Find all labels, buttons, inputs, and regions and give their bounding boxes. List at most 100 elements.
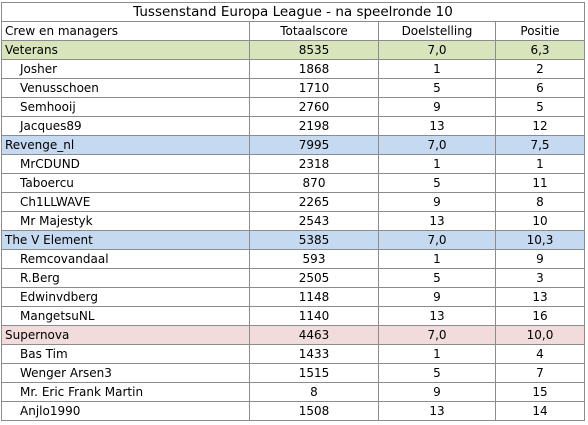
team-goal: 7,0 [378, 135, 496, 155]
member-goal: 1 [378, 59, 496, 79]
member-position: 15 [495, 382, 585, 402]
member-position: 5 [495, 97, 585, 117]
member-score: 8 [249, 382, 379, 402]
member-score: 1433 [249, 344, 379, 364]
standings-table: Tussenstand Europa League - na speelrond… [1, 2, 585, 421]
team-name: The V Element [1, 230, 250, 250]
team-name: Revenge_nl [1, 135, 250, 155]
team-score: 5385 [249, 230, 379, 250]
team-row: Supernova 4463 7,0 10,0 [1, 325, 585, 345]
member-score: 1515 [249, 363, 379, 383]
header-positie: Positie [495, 21, 585, 41]
member-name: Remcovandaal [1, 249, 250, 269]
title-row: Tussenstand Europa League - na speelrond… [1, 2, 585, 22]
member-row: Ch1LLWAVE 2265 9 8 [1, 192, 585, 212]
member-score: 2265 [249, 192, 379, 212]
header-totaalscore: Totaalscore [249, 21, 379, 41]
member-name: Josher [1, 59, 250, 79]
member-position: 12 [495, 116, 585, 136]
member-row: Jacques89 2198 13 12 [1, 116, 585, 136]
team-score: 8535 [249, 40, 379, 60]
member-position: 7 [495, 363, 585, 383]
member-goal: 13 [378, 306, 496, 326]
member-position: 14 [495, 401, 585, 421]
member-position: 1 [495, 154, 585, 174]
member-name: Taboercu [1, 173, 250, 193]
member-goal: 9 [378, 97, 496, 117]
member-name: Edwinvdberg [1, 287, 250, 307]
member-row: Bas Tim 1433 1 4 [1, 344, 585, 364]
member-score: 1868 [249, 59, 379, 79]
member-name: Venusschoen [1, 78, 250, 98]
member-score: 593 [249, 249, 379, 269]
member-position: 8 [495, 192, 585, 212]
team-position: 10,0 [495, 325, 585, 345]
member-name: MrCDUND [1, 154, 250, 174]
member-position: 10 [495, 211, 585, 231]
team-goal: 7,0 [378, 325, 496, 345]
member-name: Mr Majestyk [1, 211, 250, 231]
member-row: Wenger Arsen3 1515 5 7 [1, 363, 585, 383]
member-row: MrCDUND 2318 1 1 [1, 154, 585, 174]
member-row: R.Berg 2505 5 3 [1, 268, 585, 288]
member-goal: 9 [378, 192, 496, 212]
member-row: Venusschoen 1710 5 6 [1, 78, 585, 98]
member-score: 2543 [249, 211, 379, 231]
team-position: 10,3 [495, 230, 585, 250]
team-name: Supernova [1, 325, 250, 345]
member-goal: 5 [378, 173, 496, 193]
member-score: 1148 [249, 287, 379, 307]
member-goal: 1 [378, 154, 496, 174]
team-score: 4463 [249, 325, 379, 345]
team-name: Veterans [1, 40, 250, 60]
member-score: 2318 [249, 154, 379, 174]
header-crew: Crew en managers [1, 21, 250, 41]
member-name: R.Berg [1, 268, 250, 288]
team-position: 6,3 [495, 40, 585, 60]
team-row: Veterans 8535 7,0 6,3 [1, 40, 585, 60]
member-name: Anjlo1990 [1, 401, 250, 421]
member-row: Mr. Eric Frank Martin 8 9 15 [1, 382, 585, 402]
member-row: Mr Majestyk 2543 13 10 [1, 211, 585, 231]
team-score: 7995 [249, 135, 379, 155]
team-position: 7,5 [495, 135, 585, 155]
member-goal: 5 [378, 78, 496, 98]
member-position: 11 [495, 173, 585, 193]
member-row: Josher 1868 1 2 [1, 59, 585, 79]
member-row: Edwinvdberg 1148 9 13 [1, 287, 585, 307]
member-goal: 1 [378, 249, 496, 269]
member-goal: 13 [378, 116, 496, 136]
member-name: Mr. Eric Frank Martin [1, 382, 250, 402]
sheet-title: Tussenstand Europa League - na speelrond… [1, 2, 585, 22]
member-score: 1508 [249, 401, 379, 421]
team-row: The V Element 5385 7,0 10,3 [1, 230, 585, 250]
member-name: Wenger Arsen3 [1, 363, 250, 383]
member-score: 1140 [249, 306, 379, 326]
member-score: 2760 [249, 97, 379, 117]
member-name: Semhooij [1, 97, 250, 117]
member-position: 6 [495, 78, 585, 98]
member-row: Remcovandaal 593 1 9 [1, 249, 585, 269]
member-name: Ch1LLWAVE [1, 192, 250, 212]
member-goal: 9 [378, 287, 496, 307]
member-score: 2198 [249, 116, 379, 136]
member-name: Jacques89 [1, 116, 250, 136]
team-goal: 7,0 [378, 40, 496, 60]
header-row: Crew en managers Totaalscore Doelstellin… [1, 21, 585, 41]
team-row: Revenge_nl 7995 7,0 7,5 [1, 135, 585, 155]
member-goal: 1 [378, 344, 496, 364]
header-doelstelling: Doelstelling [378, 21, 496, 41]
member-score: 1710 [249, 78, 379, 98]
member-row: Anjlo1990 1508 13 14 [1, 401, 585, 421]
member-goal: 13 [378, 401, 496, 421]
member-row: Semhooij 2760 9 5 [1, 97, 585, 117]
member-goal: 5 [378, 363, 496, 383]
member-name: Bas Tim [1, 344, 250, 364]
team-goal: 7,0 [378, 230, 496, 250]
member-position: 3 [495, 268, 585, 288]
member-position: 9 [495, 249, 585, 269]
member-position: 2 [495, 59, 585, 79]
member-position: 13 [495, 287, 585, 307]
member-goal: 5 [378, 268, 496, 288]
member-row: MangetsuNL 1140 13 16 [1, 306, 585, 326]
